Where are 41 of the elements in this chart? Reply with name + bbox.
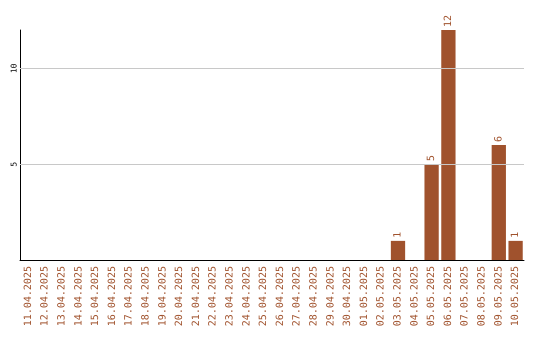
data-label: 6 [493, 136, 504, 142]
x-tick-label: 11.04.2025 [22, 266, 34, 326]
x-tick-label: 16.04.2025 [106, 266, 118, 326]
x-tick-label: 21.04.2025 [190, 266, 202, 326]
x-tick-label: 08.05.2025 [476, 266, 488, 326]
x-tick-label: 09.05.2025 [493, 266, 504, 326]
x-tick-label: 27.04.2025 [292, 266, 303, 326]
x-tick-label: 30.04.2025 [342, 266, 354, 326]
bar [424, 164, 439, 260]
x-tick-label: 01.05.2025 [358, 266, 370, 326]
x-tick-label: 03.05.2025 [392, 266, 404, 326]
data-label: 1 [510, 232, 522, 238]
data-label: 12 [442, 14, 454, 27]
x-tick-label: 24.04.2025 [241, 266, 252, 326]
data-label: 5 [426, 155, 438, 162]
bar [508, 240, 523, 260]
x-tick-label: 26.04.2025 [274, 266, 286, 326]
x-tick-label: 29.04.2025 [325, 266, 336, 326]
x-tick-label: 05.05.2025 [426, 266, 438, 326]
x-tick-label: 12.04.2025 [40, 266, 51, 326]
x-tick-label: 19.04.2025 [157, 266, 168, 326]
x-tick-label: 02.05.2025 [376, 266, 387, 326]
data-label: 1 [392, 232, 404, 238]
x-tick-label: 18.04.2025 [140, 266, 152, 326]
x-tick-label: 07.05.2025 [460, 266, 471, 326]
bar [390, 240, 406, 260]
y-tick-label: 10 [10, 63, 18, 74]
x-tick-label: 04.05.2025 [409, 266, 420, 326]
x-tick-label: 15.04.2025 [90, 266, 102, 326]
x-tick-label: 13.04.2025 [56, 266, 68, 326]
x-tick-label: 23.04.2025 [224, 266, 236, 326]
x-tick-label: 25.04.2025 [258, 266, 270, 326]
x-tick-label: 14.04.2025 [73, 266, 84, 326]
x-tick-label: 10.05.2025 [510, 266, 522, 326]
bar [441, 30, 456, 260]
x-tick-label: 17.04.2025 [124, 266, 135, 326]
x-tick-label: 28.04.2025 [308, 266, 320, 326]
bar [492, 145, 506, 260]
x-tick-label: 22.04.2025 [208, 266, 219, 326]
x-tick-label: 20.04.2025 [174, 266, 186, 326]
x-tick-label: 06.05.2025 [442, 266, 454, 326]
